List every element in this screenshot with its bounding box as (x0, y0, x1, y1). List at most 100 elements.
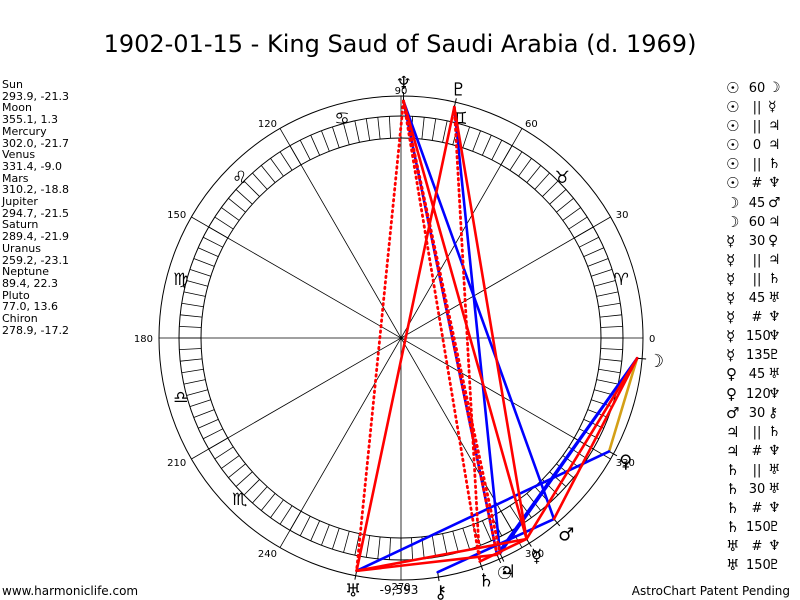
aspect-symbol: 135 (746, 348, 771, 364)
degree-tick (431, 118, 437, 141)
degree-tick (193, 258, 215, 267)
planet-glyph-neptune: ♆ (396, 73, 412, 94)
planet-name-uranus: Uranus (2, 241, 41, 255)
aspect-row: ♄ 150 ♇ (726, 518, 800, 537)
aspect-row: ☿ 135 ♇ (726, 346, 800, 365)
aspect-symbol: # (751, 176, 763, 192)
zodiac-sign-glyph: ♈ (614, 270, 629, 290)
degree-tick (198, 247, 219, 258)
degree-tick (243, 180, 260, 197)
aspect-row: ♀ 120 ♆ (726, 385, 800, 404)
degree-tick (526, 165, 542, 183)
angle-label: 120 (258, 119, 277, 130)
degree-tick (377, 536, 381, 559)
aspect-planet2-glyph: ♆ (768, 538, 781, 555)
degree-tick (228, 197, 246, 213)
aspect-row: ♃ # ♆ (726, 442, 800, 461)
degree-tick (591, 269, 613, 277)
aspect-symbol: # (751, 501, 763, 517)
aspect-planet1-glyph: ♀ (726, 365, 737, 384)
aspect-planet2-glyph: ♆ (768, 175, 781, 192)
aspect-planet1-glyph: ☿ (726, 289, 736, 308)
degree-tick (472, 130, 481, 152)
planet-name-saturn: Saturn (2, 218, 39, 232)
degree-tick (181, 368, 204, 374)
degree-tick (180, 314, 203, 318)
planet-glyph-chiron: ⚷ (434, 582, 447, 600)
planet-position-list: Sun 293.9, -21.3 Moon 355.1, 1.3 Mercury 302.… (2, 79, 112, 336)
aspect-planet2-glyph: ♅ (768, 480, 781, 497)
aspect-planet2-glyph: ♃ (768, 118, 781, 135)
planet-marker (554, 519, 561, 527)
planet-coords-pluto: 77.0, 13.6 (2, 300, 58, 314)
degree-tick (180, 358, 203, 362)
planet-coords-saturn: 289.4, -21.9 (2, 230, 69, 244)
degree-tick (462, 528, 470, 550)
planet-marker (526, 539, 532, 547)
aspect-planet1-glyph: ☉ (726, 136, 740, 155)
aspect-planet2-glyph: ☿ (768, 99, 777, 116)
degree-tick (354, 533, 360, 556)
degree-tick (181, 302, 204, 308)
planet-name-neptune: Neptune (2, 265, 50, 279)
aspect-line (607, 356, 639, 453)
planet-coords-sun: 293.9, -21.3 (2, 89, 69, 103)
aspect-line (402, 99, 556, 521)
degree-tick (221, 455, 240, 469)
declination-value-label: -9,593 (380, 583, 419, 597)
aspect-symbol: 150 (746, 329, 771, 345)
aspect-symbol: 30 (748, 405, 766, 421)
aspect-row: ☉ || ♃ (726, 117, 800, 136)
aspect-planet1-glyph: ☉ (726, 155, 740, 174)
aspect-planet1-glyph: ♃ (726, 422, 740, 441)
aspect-planet1-glyph: ☉ (726, 117, 740, 136)
angle-label: 300 (525, 549, 544, 560)
degree-tick (186, 389, 208, 396)
degree-tick (599, 358, 622, 362)
aspect-row: ☿ || ♃ (726, 251, 800, 270)
aspect-planet1-glyph: ☿ (726, 327, 736, 346)
aspect-planet1-glyph: ♃ (726, 441, 740, 460)
aspect-planet1-glyph: ☽ (726, 193, 740, 212)
aspect-line (452, 105, 482, 563)
degree-tick (299, 140, 311, 160)
aspect-planet2-glyph: ♂ (768, 194, 781, 211)
degree-tick (228, 463, 246, 479)
aspect-row: ☉ 0 ♃ (726, 136, 800, 155)
aspect-planet2-glyph: ♃ (768, 137, 781, 154)
angle-label: 60 (525, 119, 538, 130)
degree-tick (214, 446, 234, 460)
planet-marker (638, 357, 647, 360)
aspect-row: ☽ 45 ♂ (726, 194, 800, 213)
angle-label: 210 (167, 458, 186, 469)
aspect-symbol: 150 (746, 520, 771, 536)
angle-label: 180 (134, 334, 153, 345)
degree-tick (203, 236, 223, 248)
aspect-planet2-glyph: ♀ (768, 232, 779, 249)
planet-marker (479, 562, 484, 571)
aspect-planet1-glyph: ☉ (726, 79, 740, 97)
footer-patent-note: AstroChart Patent Pending (631, 584, 790, 598)
angle-label: 270 (391, 582, 410, 593)
degree-tick (235, 471, 253, 487)
footer-website[interactable]: www.harmoniclife.com (2, 584, 139, 598)
aspect-line (525, 356, 639, 541)
degree-tick (562, 207, 581, 221)
degree-tick (332, 126, 340, 148)
planet-marker (609, 451, 618, 457)
aspect-planet1-glyph: ☿ (726, 250, 736, 269)
degree-tick (411, 537, 414, 560)
aspect-symbol: || (752, 462, 762, 478)
degree-tick (310, 135, 321, 156)
aspect-planet2-glyph: ⚷ (768, 404, 779, 421)
aspect-planet2-glyph: ♆ (768, 442, 781, 459)
degree-tick (431, 535, 437, 558)
aspect-planet1-glyph: ☽ (726, 212, 740, 231)
aspect-row: ♅ # ♆ (726, 537, 800, 556)
degree-tick (598, 368, 621, 374)
aspect-symbol: 45 (748, 367, 766, 383)
chart-title: 1902-01-15 - King Saud of Saudi Arabia (… (103, 30, 697, 58)
aspect-planet1-glyph: ♅ (726, 556, 740, 575)
aspect-symbol: || (752, 157, 762, 173)
aspect-row: ☉ || ♄ (726, 155, 800, 174)
